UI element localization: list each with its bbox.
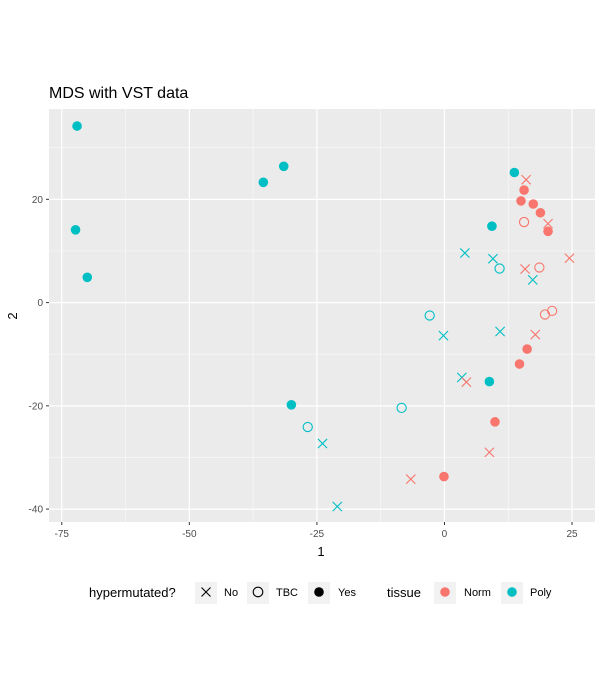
y-tick-label: -20 bbox=[29, 401, 44, 412]
point-cross-stroke bbox=[456, 372, 467, 383]
legend-hypermutated: hypermutated? No TBC Yes bbox=[89, 582, 356, 604]
point-cross-stroke bbox=[332, 501, 343, 512]
point-cross bbox=[530, 329, 541, 340]
point-filled bbox=[514, 359, 525, 369]
point-filled bbox=[484, 376, 495, 387]
point-filled bbox=[70, 225, 81, 235]
point-filled bbox=[543, 226, 553, 237]
point-cross-stroke bbox=[564, 253, 575, 264]
point-filled bbox=[82, 272, 93, 283]
point-cross-stroke bbox=[461, 377, 472, 388]
point-cross-stroke bbox=[521, 174, 532, 185]
y-tick-label: 0 bbox=[37, 298, 43, 309]
point-cross bbox=[484, 447, 495, 458]
x-tick-label: 25 bbox=[566, 529, 578, 540]
point-filled bbox=[516, 196, 526, 206]
point-cross-stroke bbox=[495, 326, 506, 337]
data-points bbox=[70, 121, 575, 512]
legend-hypermutated-title: hypermutated? bbox=[89, 585, 176, 600]
point-filled bbox=[278, 161, 289, 172]
point-cross bbox=[527, 274, 538, 285]
point-open bbox=[494, 263, 505, 274]
point-cross-stroke bbox=[520, 264, 531, 275]
point-cross bbox=[495, 326, 506, 337]
point-open bbox=[518, 216, 530, 228]
x-tick-label: -25 bbox=[310, 529, 325, 540]
point-cross bbox=[521, 174, 532, 185]
x-tick-label: -50 bbox=[182, 529, 197, 540]
point-cross bbox=[438, 330, 449, 341]
legend-norm-swatch-icon bbox=[440, 587, 450, 597]
point-filled bbox=[528, 199, 539, 209]
point-filled bbox=[509, 167, 520, 178]
point-cross-stroke bbox=[438, 330, 449, 341]
point-filled bbox=[535, 207, 546, 218]
chart-title: MDS with VST data bbox=[49, 85, 188, 102]
legend-poly-swatch-icon bbox=[507, 587, 517, 597]
point-open bbox=[302, 421, 313, 433]
legend-open-circle-icon bbox=[252, 586, 264, 598]
point-open bbox=[546, 305, 558, 317]
legend-label-yes: Yes bbox=[338, 587, 356, 599]
x-axis: -75 -50 -25 0 25 bbox=[55, 522, 578, 540]
point-filled bbox=[519, 185, 529, 195]
x-tick-label: 0 bbox=[442, 529, 448, 540]
x-tick-label: -75 bbox=[55, 529, 70, 540]
y-tick-label: 20 bbox=[32, 195, 44, 206]
legend-filled-circle-icon bbox=[314, 587, 324, 597]
legend-label-tbc: TBC bbox=[276, 587, 298, 599]
legend-key-tbc bbox=[247, 582, 269, 604]
point-cross bbox=[461, 377, 472, 388]
point-cross-stroke bbox=[317, 438, 328, 449]
y-axis: -40 -20 0 20 bbox=[29, 195, 49, 516]
y-axis-title: 2 bbox=[5, 312, 20, 319]
point-filled bbox=[490, 417, 500, 427]
point-cross bbox=[405, 474, 416, 485]
point-cross-stroke bbox=[530, 329, 541, 340]
legend-cross-icon bbox=[201, 587, 211, 597]
grid-major bbox=[49, 109, 595, 522]
point-filled bbox=[258, 177, 269, 188]
grid-minor bbox=[49, 109, 595, 522]
x-axis-title: 1 bbox=[317, 544, 324, 559]
point-cross bbox=[520, 264, 531, 275]
point-cross-stroke bbox=[543, 218, 554, 229]
point-filled bbox=[72, 121, 82, 131]
point-open bbox=[396, 402, 407, 414]
legend-tissue-title: tissue bbox=[387, 585, 421, 600]
point-cross bbox=[459, 248, 470, 259]
legend-tissue: tissue Norm Poly bbox=[387, 582, 552, 604]
point-filled bbox=[286, 400, 297, 410]
point-open bbox=[424, 310, 435, 321]
point-cross-stroke bbox=[527, 274, 538, 285]
point-cross bbox=[543, 218, 554, 229]
legend-label-no: No bbox=[224, 587, 238, 599]
point-cross bbox=[317, 438, 328, 449]
point-filled bbox=[522, 344, 532, 354]
point-filled bbox=[439, 471, 449, 482]
point-cross bbox=[332, 501, 343, 512]
point-cross-stroke bbox=[484, 447, 495, 458]
legend-label-norm: Norm bbox=[464, 587, 491, 599]
point-cross-stroke bbox=[405, 474, 416, 485]
point-open bbox=[534, 262, 545, 273]
plot-panel bbox=[49, 109, 595, 522]
point-cross bbox=[564, 253, 575, 264]
point-filled bbox=[487, 221, 497, 231]
point-cross-stroke bbox=[459, 248, 470, 259]
point-cross bbox=[487, 253, 498, 264]
y-tick-label: -40 bbox=[29, 505, 44, 516]
point-cross-stroke bbox=[487, 253, 498, 264]
legend-key-no bbox=[195, 582, 217, 604]
legend-label-poly: Poly bbox=[530, 587, 552, 599]
